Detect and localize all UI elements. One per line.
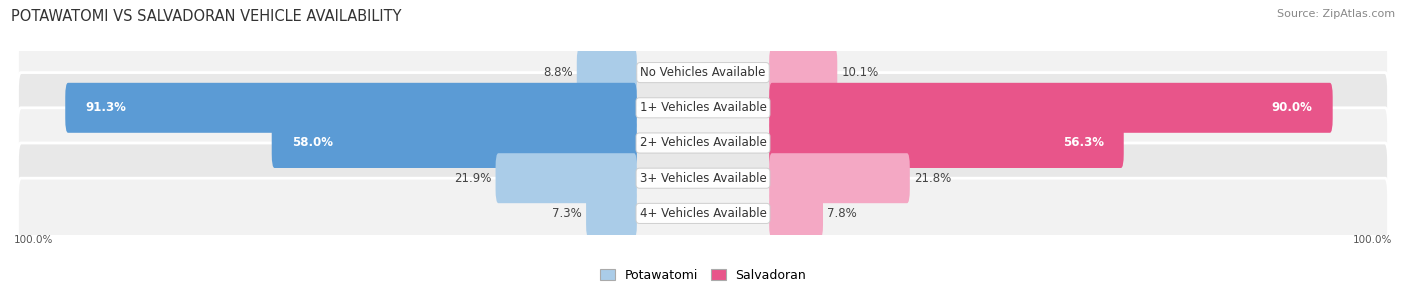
Text: 10.1%: 10.1%	[841, 66, 879, 79]
FancyBboxPatch shape	[271, 118, 637, 168]
FancyBboxPatch shape	[576, 47, 637, 98]
Text: 100.0%: 100.0%	[14, 235, 53, 245]
Text: 8.8%: 8.8%	[543, 66, 572, 79]
FancyBboxPatch shape	[769, 83, 1333, 133]
Text: No Vehicles Available: No Vehicles Available	[640, 66, 766, 79]
Text: 3+ Vehicles Available: 3+ Vehicles Available	[640, 172, 766, 185]
Text: 58.0%: 58.0%	[291, 136, 333, 150]
FancyBboxPatch shape	[495, 153, 637, 203]
FancyBboxPatch shape	[17, 143, 1389, 213]
Text: 7.3%: 7.3%	[553, 207, 582, 220]
Text: 90.0%: 90.0%	[1272, 101, 1313, 114]
Text: 56.3%: 56.3%	[1063, 136, 1104, 150]
FancyBboxPatch shape	[65, 83, 637, 133]
Legend: Potawatomi, Salvadoran: Potawatomi, Salvadoran	[595, 264, 811, 286]
Text: 100.0%: 100.0%	[1353, 235, 1392, 245]
FancyBboxPatch shape	[769, 153, 910, 203]
Text: 7.8%: 7.8%	[827, 207, 856, 220]
Text: 21.9%: 21.9%	[454, 172, 492, 185]
Text: 91.3%: 91.3%	[86, 101, 127, 114]
FancyBboxPatch shape	[17, 73, 1389, 143]
FancyBboxPatch shape	[769, 47, 838, 98]
Text: 4+ Vehicles Available: 4+ Vehicles Available	[640, 207, 766, 220]
FancyBboxPatch shape	[769, 188, 823, 239]
FancyBboxPatch shape	[769, 118, 1123, 168]
FancyBboxPatch shape	[17, 37, 1389, 108]
Text: 21.8%: 21.8%	[914, 172, 952, 185]
FancyBboxPatch shape	[586, 188, 637, 239]
Text: Source: ZipAtlas.com: Source: ZipAtlas.com	[1277, 9, 1395, 19]
Text: POTAWATOMI VS SALVADORAN VEHICLE AVAILABILITY: POTAWATOMI VS SALVADORAN VEHICLE AVAILAB…	[11, 9, 402, 23]
FancyBboxPatch shape	[17, 108, 1389, 178]
Text: 1+ Vehicles Available: 1+ Vehicles Available	[640, 101, 766, 114]
FancyBboxPatch shape	[17, 178, 1389, 249]
Text: 2+ Vehicles Available: 2+ Vehicles Available	[640, 136, 766, 150]
